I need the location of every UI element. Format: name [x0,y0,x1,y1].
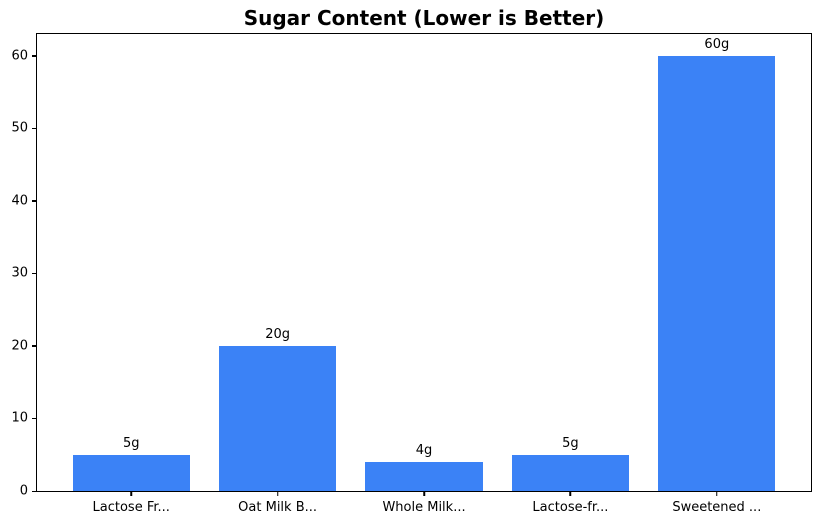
x-axis-tick [716,491,718,496]
x-axis-tick [276,491,279,496]
x-axis-tick [569,491,572,496]
y-axis-tick-label: 10 [11,410,28,426]
chart-title: Sugar Content (Lower is Better) [243,6,605,30]
bar [72,454,190,491]
y-axis-tick [32,127,37,130]
x-axis-tick-label: Whole Milk... [382,500,466,515]
bar-slot: 5g Lactose-fr... [497,34,643,514]
bar [219,345,337,491]
bar [511,454,629,491]
bar-slot: 4g Whole Milk... [351,34,497,514]
bar-slot: 20g Oat Milk B... [204,34,350,514]
y-axis-tick [32,200,37,202]
y-axis-tick-label: 50 [11,120,28,136]
bar-value-label: 5g [562,435,579,451]
bar-value-label: 20g [265,326,290,342]
bar-slot: 5g Lactose Fr... [58,34,204,514]
y-axis-tick-label: 40 [11,193,28,209]
x-axis-tick [130,491,132,496]
bar-slot: 60g Sweetened ... [644,34,790,514]
x-axis-tick-label: Lactose-fr... [532,500,609,515]
x-axis-tick-label: Sweetened ... [672,500,762,515]
y-axis-tick-label: 60 [11,48,28,64]
y-axis-tick [32,272,37,275]
bar [658,55,776,491]
y-axis-tick-label: 0 [19,483,28,499]
x-axis-tick-label: Lactose Fr... [92,500,170,515]
y-axis-tick-label: 30 [11,265,28,281]
bar-value-label: 5g [122,435,140,451]
bar-value-label: 60g [704,36,730,52]
y-axis-tick-label: 20 [11,338,28,354]
y-axis-tick [32,55,37,57]
y-axis-tick [32,490,37,492]
y-axis-tick [32,345,37,347]
y-axis-tick [32,417,37,420]
bar [365,461,483,491]
x-axis-tick [423,491,425,496]
plot-area: 0 10 20 30 40 50 60 5g Lactose Fr... 20g Oat Milk … [11,33,812,514]
bars-area: 5g Lactose Fr... 20g Oat Milk B... 4g Whole M… [58,34,790,514]
bar-value-label: 4g [415,442,433,458]
x-axis-tick-label: Oat Milk B... [238,500,318,515]
